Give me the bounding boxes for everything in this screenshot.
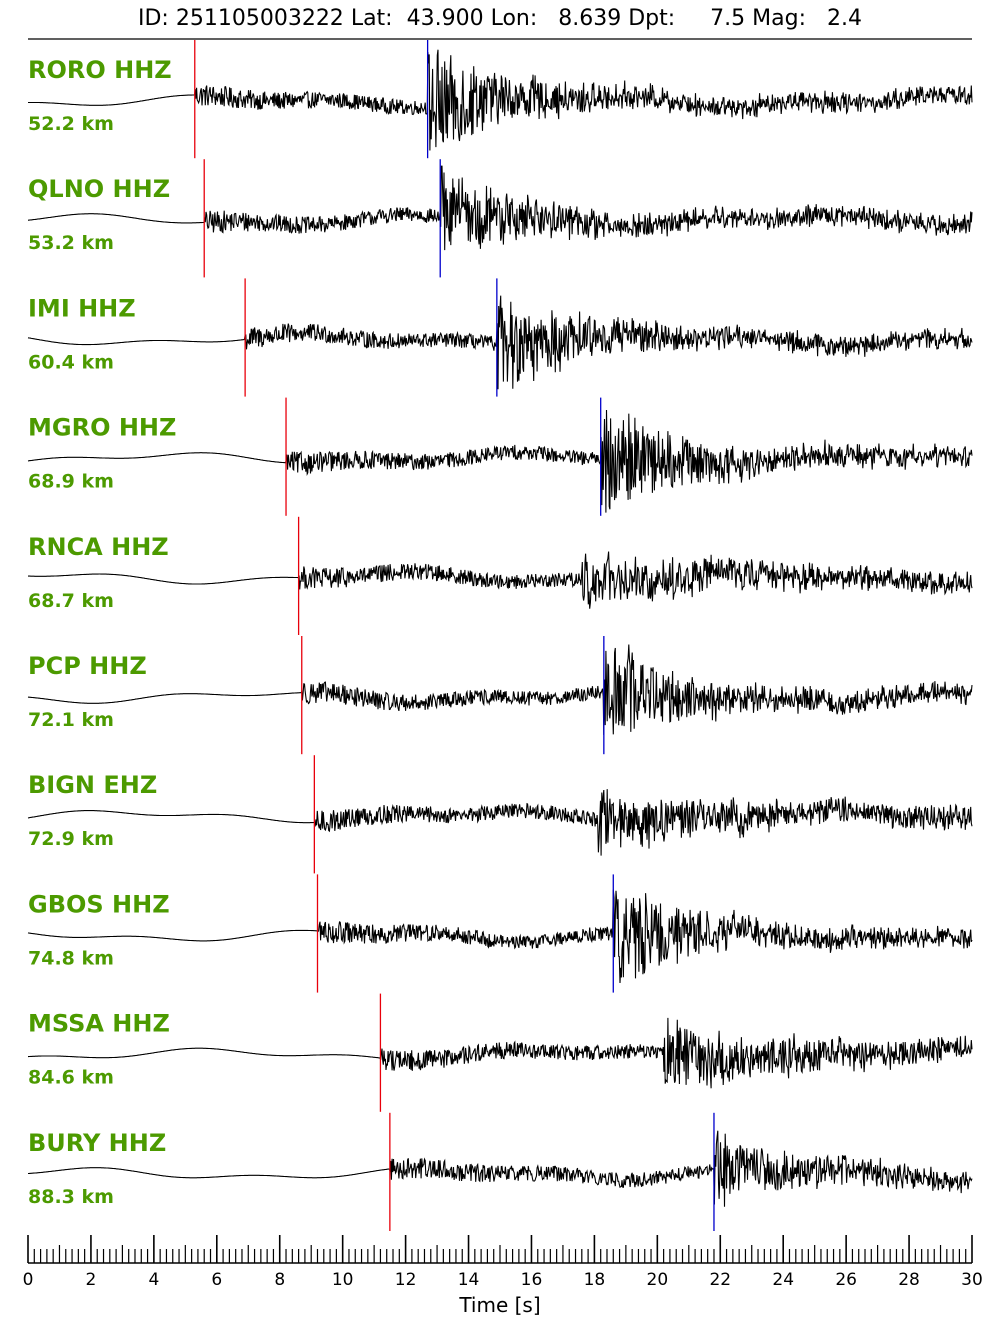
station-label: QLNO HHZ (28, 175, 170, 203)
x-tick-label: 0 (23, 1270, 34, 1290)
station-label: PCP HHZ (28, 652, 147, 680)
x-tick-label: 22 (709, 1270, 731, 1290)
event-lon: 8.639 (558, 6, 622, 31)
distance-label: 72.9 km (28, 828, 114, 850)
waveform-trace (28, 1130, 973, 1207)
station-label: MGRO HHZ (28, 414, 176, 442)
station-label: RNCA HHZ (28, 533, 169, 561)
x-axis-label: Time [s] (458, 1293, 540, 1317)
waveform-trace (28, 165, 973, 251)
x-tick-label: 8 (274, 1270, 285, 1290)
x-tick-label: 6 (211, 1270, 222, 1290)
x-tick-label: 12 (395, 1270, 417, 1290)
station-label: RORO HHZ (28, 56, 172, 84)
x-tick-label: 4 (148, 1270, 159, 1290)
distance-label: 53.2 km (28, 232, 114, 254)
mag-label: Mag: (752, 6, 806, 31)
station-label: GBOS HHZ (28, 890, 170, 918)
distance-label: 68.7 km (28, 590, 114, 612)
distance-label: 68.9 km (28, 471, 114, 493)
waveform-trace (28, 551, 973, 609)
station-label: BURY HHZ (28, 1129, 166, 1157)
waveform-trace (27, 889, 973, 984)
event-id: 251105003222 (175, 6, 344, 31)
event-lat: 43.900 (406, 6, 484, 31)
event-depth: 7.5 (710, 6, 746, 31)
event-title: ID: 251105003222 Lat: 43.900 Lon: 8.639 … (0, 6, 1000, 31)
x-tick-label: 26 (835, 1270, 857, 1290)
dpt-label: Dpt: (628, 6, 676, 31)
distance-label: 88.3 km (28, 1186, 114, 1208)
station-label: IMI HHZ (28, 294, 136, 322)
x-tick-label: 14 (458, 1270, 480, 1290)
x-tick-label: 16 (521, 1270, 543, 1290)
waveform-trace (27, 295, 973, 390)
x-tick-label: 2 (86, 1270, 97, 1290)
distance-label: 60.4 km (28, 351, 114, 373)
distance-label: 72.1 km (28, 709, 114, 731)
x-tick-label: 30 (961, 1270, 983, 1290)
waveform-trace (27, 409, 973, 513)
x-tick-label: 24 (772, 1270, 794, 1290)
lat-label: Lat: (350, 6, 393, 31)
x-tick-label: 28 (898, 1270, 920, 1290)
waveform-trace (28, 49, 973, 151)
distance-label: 52.2 km (28, 113, 114, 135)
id-label: ID: (138, 6, 169, 31)
distance-label: 84.6 km (28, 1067, 114, 1089)
lon-label: Lon: (490, 6, 538, 31)
x-tick-label: 10 (332, 1270, 354, 1290)
waveform-trace (27, 644, 973, 735)
x-tick-label: 18 (584, 1270, 606, 1290)
waveform-trace (28, 1017, 973, 1089)
station-label: MSSA HHZ (28, 1010, 170, 1038)
waveform-trace (27, 789, 973, 856)
station-label: BIGN EHZ (28, 771, 157, 799)
event-magnitude: 2.4 (826, 6, 862, 31)
distance-label: 74.8 km (28, 947, 114, 969)
x-tick-label: 20 (647, 1270, 669, 1290)
